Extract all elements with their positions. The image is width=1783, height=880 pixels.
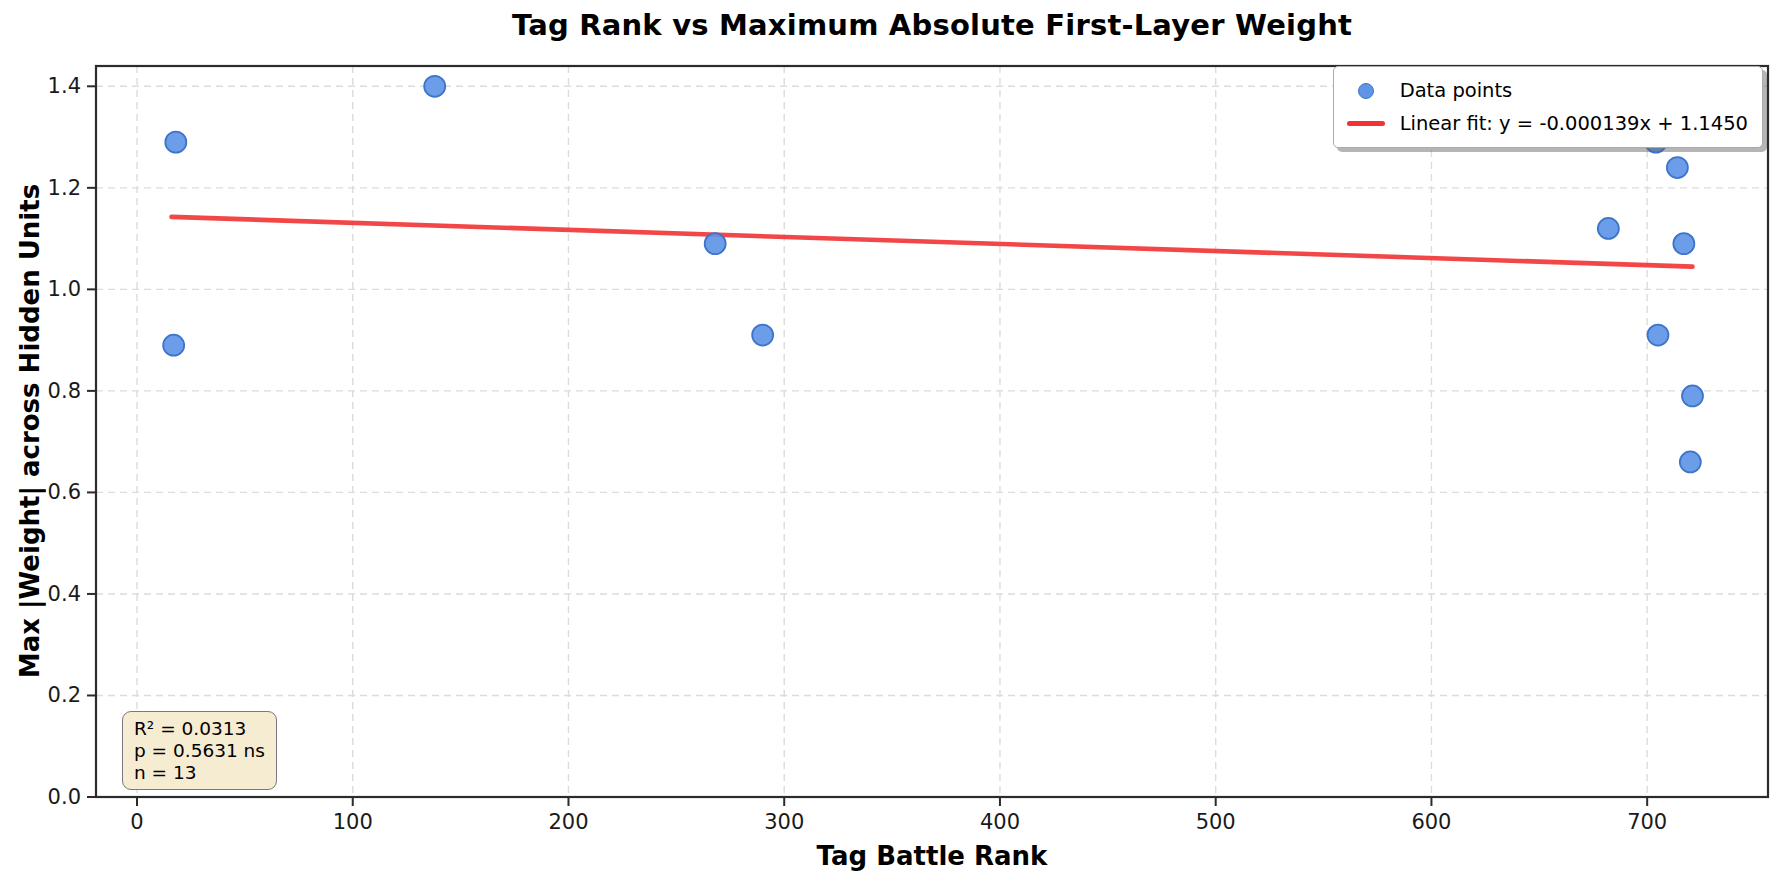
data-point bbox=[705, 233, 726, 254]
y-tick-label: 0.0 bbox=[48, 785, 81, 809]
x-tick-label: 400 bbox=[980, 810, 1020, 834]
plot-border bbox=[96, 66, 1768, 797]
data-point bbox=[752, 325, 773, 346]
legend-label-linear-fit: Linear fit: y = -0.000139x + 1.1450 bbox=[1388, 112, 1748, 135]
legend: Data points Linear fit: y = -0.000139x +… bbox=[1333, 66, 1763, 148]
x-tick-label: 0 bbox=[130, 810, 143, 834]
legend-item-data-points: Data points bbox=[1344, 75, 1748, 106]
chart-title: Tag Rank vs Maximum Absolute First-Layer… bbox=[512, 8, 1352, 42]
x-axis-label: Tag Battle Rank bbox=[817, 841, 1048, 871]
data-point bbox=[163, 335, 184, 356]
y-axis-label: Max |Weight| across Hidden Units bbox=[15, 184, 45, 678]
linear-fit-line-icon bbox=[1347, 121, 1385, 126]
y-tick-label: 1.4 bbox=[48, 74, 81, 98]
legend-swatch bbox=[1344, 83, 1388, 99]
data-point bbox=[1598, 218, 1619, 239]
x-tick-label: 700 bbox=[1627, 810, 1667, 834]
stats-n: n = 13 bbox=[134, 762, 265, 784]
y-tick-label: 0.4 bbox=[48, 582, 81, 606]
scatter-plot-figure: 0 100 200 300 400 500 600 700 0.0 0.2 0.4 0.6 0.8 1.0… bbox=[0, 0, 1783, 880]
legend-item-linear-fit: Linear fit: y = -0.000139x + 1.1450 bbox=[1344, 108, 1748, 139]
data-point bbox=[1680, 451, 1701, 472]
x-tick-label: 300 bbox=[764, 810, 804, 834]
x-tick-label: 600 bbox=[1411, 810, 1451, 834]
y-tick-label: 1.0 bbox=[48, 277, 81, 301]
x-tick-label: 500 bbox=[1196, 810, 1236, 834]
linear-fit-line bbox=[172, 217, 1693, 267]
data-point bbox=[165, 132, 186, 153]
legend-label-data-points: Data points bbox=[1388, 79, 1513, 102]
data-point bbox=[1673, 233, 1694, 254]
x-tick-label: 100 bbox=[333, 810, 373, 834]
stats-box: R² = 0.0313 p = 0.5631 ns n = 13 bbox=[122, 711, 277, 790]
y-tick-label: 0.2 bbox=[48, 683, 81, 707]
x-tick-label: 200 bbox=[548, 810, 588, 834]
data-point bbox=[1667, 157, 1688, 178]
data-point bbox=[1682, 385, 1703, 406]
legend-swatch bbox=[1344, 121, 1388, 126]
y-tick-label: 0.6 bbox=[48, 480, 81, 504]
data-points-circle-icon bbox=[1358, 83, 1374, 99]
stats-r-squared: R² = 0.0313 bbox=[134, 718, 265, 740]
data-point bbox=[1647, 325, 1668, 346]
data-point bbox=[424, 76, 445, 97]
y-tick-label: 0.8 bbox=[48, 379, 81, 403]
y-tick-label: 1.2 bbox=[48, 176, 81, 200]
stats-p-value: p = 0.5631 ns bbox=[134, 740, 265, 762]
